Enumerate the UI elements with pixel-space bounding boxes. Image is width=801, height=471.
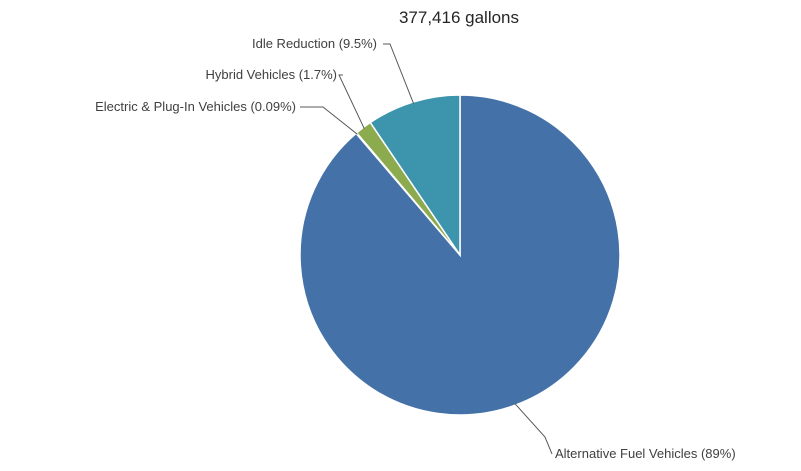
leader-line-alternative-fuel-vehicles: [514, 403, 553, 455]
slice-label-electric-and-plug-in-vehicles: Electric & Plug-In Vehicles (0.09%): [95, 99, 296, 114]
leader-line-idle-reduction: [383, 43, 415, 104]
leader-line-hybrid-vehicles: [338, 74, 365, 129]
slice-labels: Alternative Fuel Vehicles (89%) Electric …: [95, 36, 736, 461]
leader-lines: [300, 43, 553, 455]
slice-label-alternative-fuel-vehicles: Alternative Fuel Vehicles (89%): [555, 446, 736, 461]
chart-title: 377,416 gallons: [399, 8, 519, 27]
slice-label-idle-reduction: Idle Reduction (9.5%): [252, 36, 377, 51]
pie-slices: [299, 94, 621, 416]
leader-line-electric-and-plug-in-vehicles: [300, 106, 358, 135]
slice-label-hybrid-vehicles: Hybrid Vehicles (1.7%): [206, 67, 338, 82]
